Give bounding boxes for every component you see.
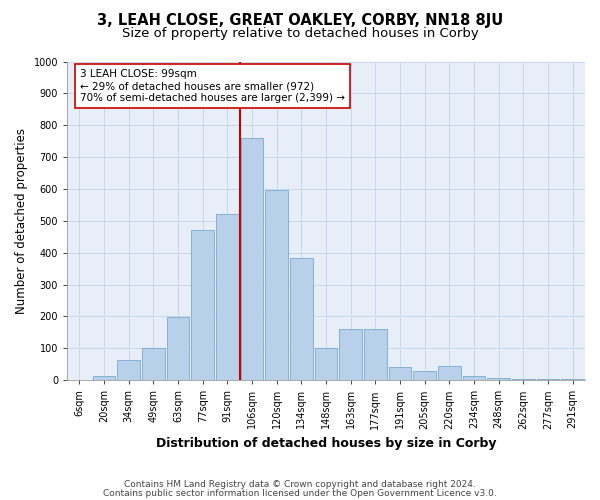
Bar (562, 379, 584, 380)
Bar (142, 348, 165, 380)
Bar (118, 360, 140, 380)
Bar (413, 371, 436, 380)
Y-axis label: Number of detached properties: Number of detached properties (15, 128, 28, 314)
Text: Contains public sector information licensed under the Open Government Licence v3: Contains public sector information licen… (103, 488, 497, 498)
Text: Size of property relative to detached houses in Corby: Size of property relative to detached ho… (122, 28, 478, 40)
X-axis label: Distribution of detached houses by size in Corby: Distribution of detached houses by size … (156, 437, 496, 450)
Bar (290, 258, 313, 380)
Text: 3, LEAH CLOSE, GREAT OAKLEY, CORBY, NN18 8JU: 3, LEAH CLOSE, GREAT OAKLEY, CORBY, NN18… (97, 12, 503, 28)
Bar (512, 379, 535, 380)
Bar (93, 376, 115, 380)
Bar (314, 348, 337, 380)
Text: Contains HM Land Registry data © Crown copyright and database right 2024.: Contains HM Land Registry data © Crown c… (124, 480, 476, 489)
Bar (265, 190, 288, 380)
Bar (216, 214, 239, 380)
Bar (340, 329, 362, 380)
Text: 3 LEAH CLOSE: 99sqm
← 29% of detached houses are smaller (972)
70% of semi-detac: 3 LEAH CLOSE: 99sqm ← 29% of detached ho… (80, 70, 345, 102)
Bar (389, 367, 412, 380)
Bar (191, 230, 214, 380)
Bar (167, 318, 190, 380)
Bar (364, 329, 387, 380)
Bar (241, 138, 263, 380)
Bar (438, 366, 461, 380)
Bar (487, 378, 510, 380)
Bar (536, 379, 559, 380)
Bar (463, 376, 485, 380)
